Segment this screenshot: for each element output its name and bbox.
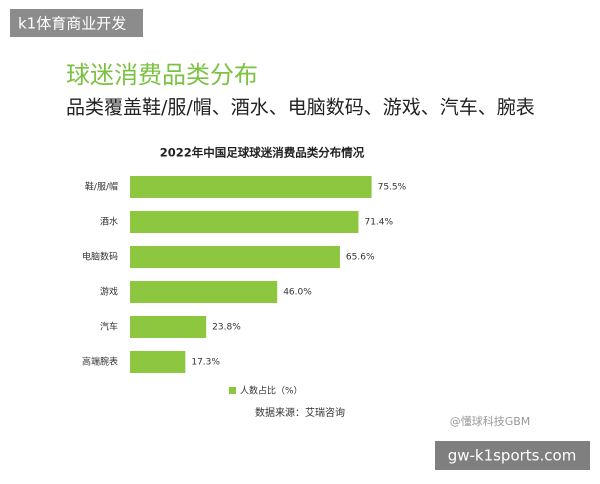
bar bbox=[130, 176, 372, 198]
value-label: 17.3% bbox=[191, 358, 220, 368]
value-label: 65.6% bbox=[346, 253, 375, 263]
legend-swatch bbox=[229, 387, 236, 394]
source: 数据来源：艾瑞咨询 bbox=[255, 406, 345, 419]
watermark: @懂球科技GBM bbox=[450, 414, 531, 428]
category-label: 高端腕表 bbox=[82, 356, 118, 368]
category-label: 游戏 bbox=[100, 286, 118, 298]
value-label: 75.5% bbox=[378, 183, 407, 193]
bar bbox=[130, 281, 278, 303]
legend-label: 人数占比（%） bbox=[240, 385, 303, 397]
category-label: 汽车 bbox=[100, 321, 118, 333]
category-label: 鞋/服/帽 bbox=[85, 181, 118, 193]
tag-bg bbox=[10, 9, 143, 37]
chart-title: 2022年中国足球球迷消费品类分布情况 bbox=[160, 146, 365, 160]
category-label: 酒水 bbox=[100, 216, 118, 228]
bar bbox=[130, 316, 207, 338]
bar bbox=[130, 351, 186, 373]
footer-bg bbox=[435, 441, 590, 470]
subtitle: 品类覆盖鞋/服/帽、酒水、电脑数码、游戏、汽车、腕表 bbox=[66, 97, 535, 119]
bar bbox=[130, 246, 340, 268]
tag: k1体育商业开发 bbox=[18, 15, 126, 33]
value-label: 71.4% bbox=[364, 218, 393, 228]
category-label: 电脑数码 bbox=[82, 251, 118, 263]
value-label: 46.0% bbox=[283, 288, 312, 298]
bar bbox=[130, 211, 359, 233]
title: 球迷消费品类分布 bbox=[66, 61, 258, 89]
footer-url: gw-k1sports.com bbox=[448, 447, 577, 465]
value-label: 23.8% bbox=[212, 323, 241, 333]
